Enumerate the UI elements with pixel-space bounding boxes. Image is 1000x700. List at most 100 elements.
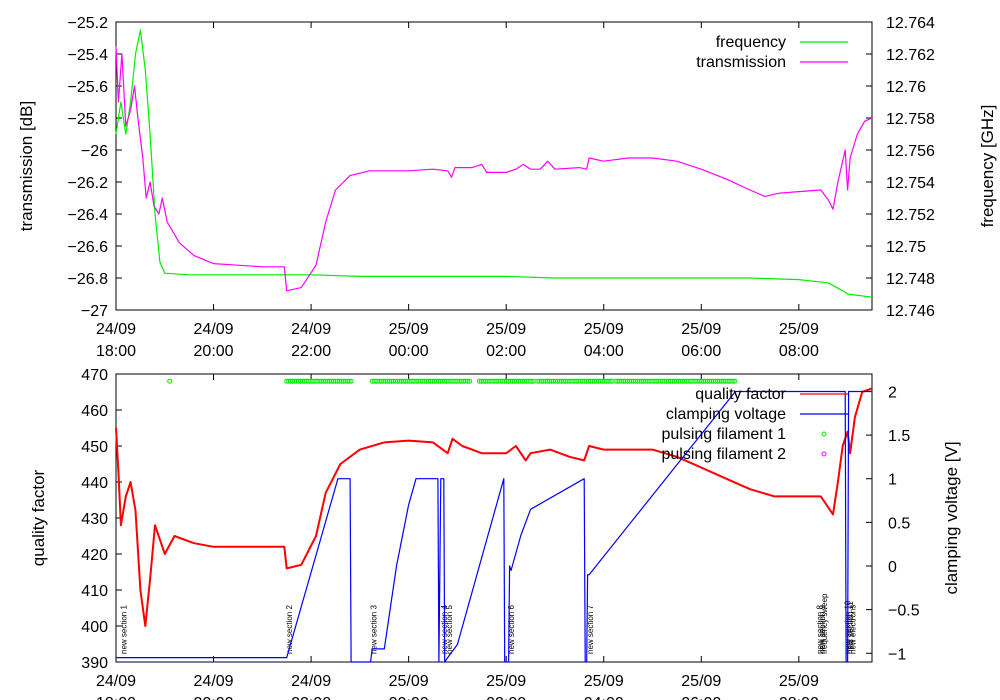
legend-label: clamping voltage [666,406,786,423]
y2-tick-label: 1 [888,472,897,489]
y2-tick-label: 12.758 [886,111,935,128]
y-tick-label: −25.2 [68,15,109,32]
y-tick-label: 470 [81,367,108,384]
x-tick-date-label: 25/09 [779,321,819,338]
x-tick-time-label: 02:00 [486,695,526,700]
y-axis-label: transmission [dB] [17,101,36,231]
x-tick-date-label: 24/09 [194,673,234,690]
x-tick-date-label: 25/09 [486,321,526,338]
x-tick-date-label: 24/09 [96,321,136,338]
y2-axis-label: clamping voltage [V] [942,441,961,594]
x-tick-time-label: 00:00 [389,343,429,360]
x-tick-time-label: 04:00 [584,343,624,360]
legend-swatch [821,431,827,437]
x-tick-date-label: 25/09 [486,673,526,690]
legend-swatch [821,451,827,457]
legend-label: transmission [696,54,786,71]
y2-tick-label: 0 [888,559,897,576]
y-tick-label: −26.8 [68,271,109,288]
x-tick-time-label: 08:00 [779,695,819,700]
x-tick-date-label: 25/09 [389,321,429,338]
series-line-quality-factor [115,387,873,627]
filament-marker [467,378,473,384]
y-tick-label: −25.8 [68,111,109,128]
y2-tick-label: 12.754 [886,175,935,192]
filament-marker [529,378,535,384]
x-tick-date-label: 25/09 [584,321,624,338]
section-annotation: new section 5 [445,605,454,654]
y-tick-label: 460 [81,403,108,420]
x-tick-time-label: 20:00 [194,695,234,700]
series-line-frequency [115,29,873,298]
filament-marker [732,378,738,384]
legend-label: quality factor [695,386,786,403]
legend-label: pulsing filament 1 [661,426,786,443]
y2-tick-label: 12.764 [886,15,935,32]
legend-label: pulsing filament 2 [661,446,786,463]
section-annotation: new section 3 [370,605,379,654]
y2-tick-label: −1 [888,646,906,663]
x-tick-date-label: 25/09 [779,673,819,690]
section-annotation: new section 2 [285,605,294,654]
x-tick-time-label: 20:00 [194,343,234,360]
y2-tick-label: 12.746 [886,303,935,320]
x-tick-time-label: 02:00 [486,343,526,360]
y-tick-label: 420 [81,547,108,564]
y2-tick-label: 2 [888,384,897,401]
y-tick-label: −27 [81,303,108,320]
filament-marker [730,378,736,384]
y2-tick-label: 12.76 [886,79,926,96]
x-tick-time-label: 22:00 [291,343,331,360]
x-tick-date-label: 24/09 [96,673,136,690]
section-annotation: new section 8 [815,605,824,654]
filament-marker [167,378,173,384]
x-tick-time-label: 04:00 [584,695,624,700]
y-tick-label: 400 [81,619,108,636]
section-annotation: new section 11 [846,601,855,654]
section-annotation: new section 6 [507,605,516,654]
y-tick-label: −26.4 [68,207,109,224]
y2-tick-label: 12.748 [886,271,935,288]
x-tick-date-label: 24/09 [291,673,331,690]
y-axis-label: quality factor [29,469,48,566]
plot-frame-1 [115,21,873,311]
y-tick-label: −25.6 [68,79,109,96]
y2-tick-label: 12.75 [886,239,926,256]
x-tick-date-label: 25/09 [681,321,721,338]
y2-axis-label: frequency [GHz] [978,105,997,228]
y2-tick-label: 12.752 [886,207,935,224]
section-annotation: new section 7 [586,605,595,654]
y2-tick-label: −0.5 [888,603,920,620]
x-tick-time-label: 18:00 [96,695,136,700]
y-tick-label: −26.6 [68,239,109,256]
y-tick-label: −26.2 [68,175,109,192]
x-tick-time-label: 06:00 [681,343,721,360]
y2-tick-label: 1.5 [888,428,910,445]
y-tick-label: 450 [81,439,108,456]
x-tick-time-label: 00:00 [389,695,429,700]
x-tick-date-label: 24/09 [291,321,331,338]
x-tick-time-label: 06:00 [681,695,721,700]
x-tick-date-label: 25/09 [389,673,429,690]
y2-tick-label: 0.5 [888,515,910,532]
series-line-clamping-voltage [116,390,872,663]
filament-marker [607,378,613,384]
section-annotation: frequency sweep [820,593,829,654]
section-annotation: new section 9 [818,605,827,654]
series-line-transmission [115,45,873,292]
x-tick-date-label: 24/09 [194,321,234,338]
y-tick-label: −25.4 [68,47,109,64]
x-tick-time-label: 18:00 [96,343,136,360]
x-tick-date-label: 25/09 [584,673,624,690]
y-tick-label: −26 [81,143,108,160]
x-tick-date-label: 25/09 [681,673,721,690]
y2-tick-label: 12.762 [886,47,935,64]
x-tick-time-label: 22:00 [291,695,331,700]
filament-marker [346,378,352,384]
x-tick-time-label: 08:00 [779,343,819,360]
y-tick-label: 440 [81,475,108,492]
y-tick-label: 410 [81,583,108,600]
legend-label: frequency [716,34,786,51]
